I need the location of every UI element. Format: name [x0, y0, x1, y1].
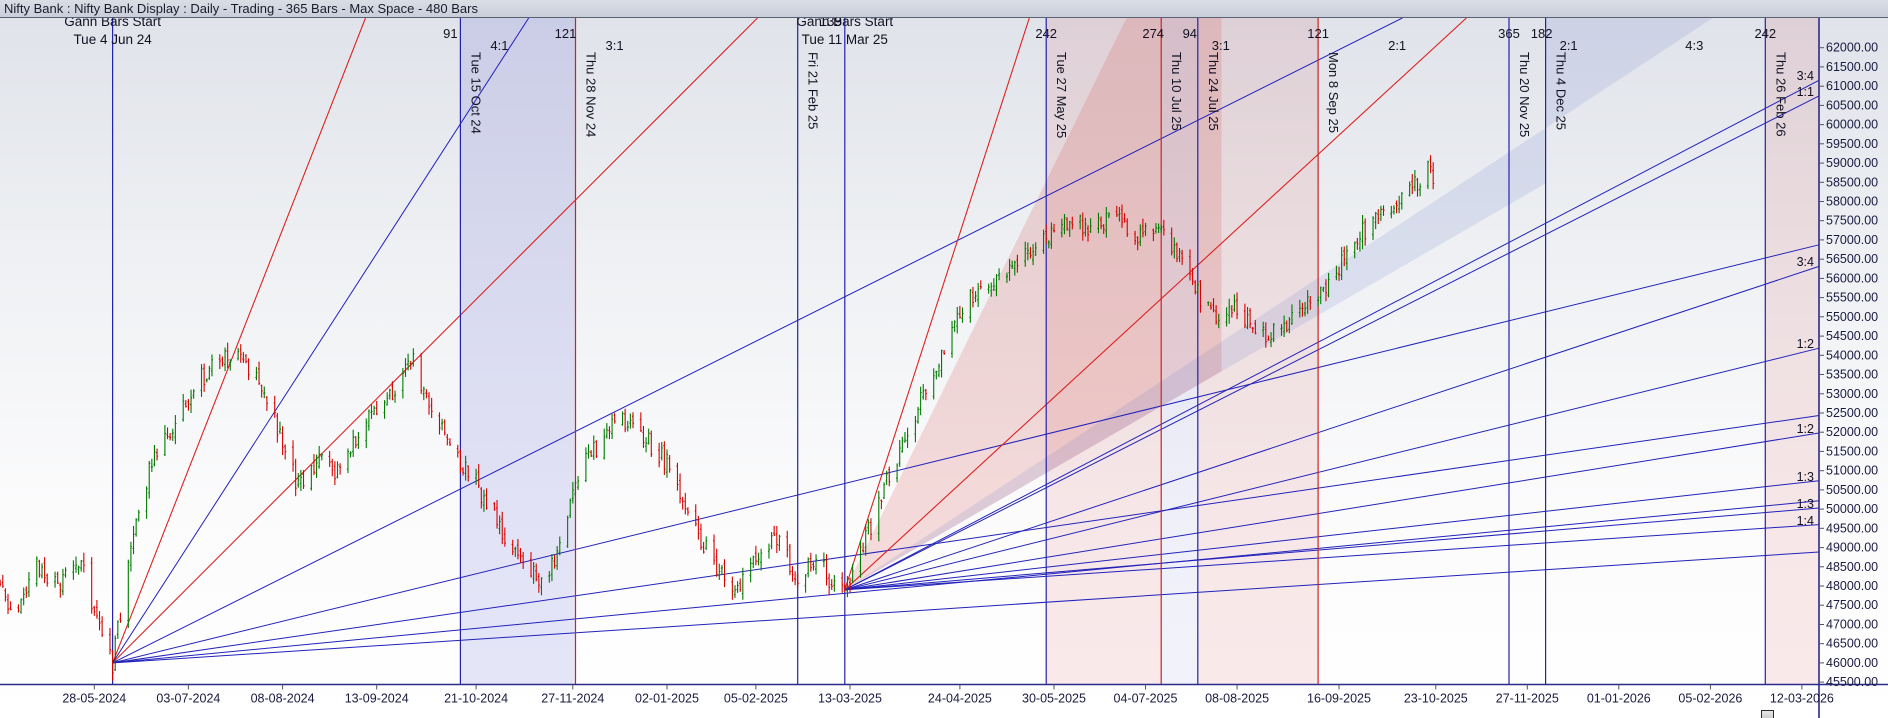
- svg-text:53500.00: 53500.00: [1826, 368, 1878, 382]
- svg-text:Thu 24 Jul 25: Thu 24 Jul 25: [1206, 52, 1221, 131]
- svg-text:52500.00: 52500.00: [1826, 406, 1878, 420]
- svg-text:49000.00: 49000.00: [1826, 541, 1878, 555]
- svg-text:61500.00: 61500.00: [1826, 60, 1878, 74]
- svg-text:50500.00: 50500.00: [1826, 483, 1878, 497]
- svg-text:47500.00: 47500.00: [1826, 598, 1878, 612]
- svg-text:4:1: 4:1: [490, 38, 508, 53]
- svg-text:51000.00: 51000.00: [1826, 464, 1878, 478]
- svg-text:Thu 20 Nov 25: Thu 20 Nov 25: [1517, 52, 1532, 137]
- svg-text:12-03-2026: 12-03-2026: [1770, 692, 1834, 706]
- svg-text:Thu 26 Feb 26: Thu 26 Feb 26: [1773, 52, 1788, 137]
- svg-text:61000.00: 61000.00: [1826, 79, 1878, 93]
- svg-text:182: 182: [1531, 26, 1553, 41]
- svg-text:59000.00: 59000.00: [1826, 156, 1878, 170]
- svg-text:Tue 4 Jun 24: Tue 4 Jun 24: [73, 32, 152, 47]
- svg-text:94: 94: [1183, 26, 1197, 41]
- svg-text:1:3: 1:3: [1797, 497, 1814, 511]
- svg-text:49500.00: 49500.00: [1826, 521, 1878, 535]
- svg-text:Mon 8 Sep 25: Mon 8 Sep 25: [1326, 52, 1341, 133]
- svg-text:56500.00: 56500.00: [1826, 252, 1878, 266]
- svg-text:47000.00: 47000.00: [1826, 618, 1878, 632]
- svg-text:05-02-2025: 05-02-2025: [724, 692, 788, 706]
- svg-text:45500.00: 45500.00: [1826, 675, 1878, 689]
- svg-text:08-08-2025: 08-08-2025: [1205, 692, 1269, 706]
- svg-text:Thu 28 Nov 24: Thu 28 Nov 24: [584, 52, 599, 137]
- svg-text:242: 242: [1035, 26, 1057, 41]
- svg-text:Tue 27 May 25: Tue 27 May 25: [1054, 52, 1069, 138]
- svg-text:60000.00: 60000.00: [1826, 118, 1878, 132]
- svg-text:121: 121: [1307, 26, 1329, 41]
- svg-text:242: 242: [1754, 26, 1776, 41]
- svg-text:58000.00: 58000.00: [1826, 195, 1878, 209]
- svg-text:59500.00: 59500.00: [1826, 137, 1878, 151]
- svg-text:1:1: 1:1: [1797, 85, 1814, 99]
- svg-text:121: 121: [555, 26, 577, 41]
- svg-text:Thu 10 Jul 25: Thu 10 Jul 25: [1169, 52, 1184, 131]
- svg-text:27-11-2025: 27-11-2025: [1496, 692, 1559, 706]
- svg-text:Thu 4 Dec 25: Thu 4 Dec 25: [1554, 52, 1569, 130]
- svg-text:2:1: 2:1: [1388, 38, 1406, 53]
- svg-text:Gann Bars Start: Gann Bars Start: [796, 18, 893, 29]
- svg-text:05-02-2026: 05-02-2026: [1678, 692, 1742, 706]
- svg-text:60500.00: 60500.00: [1826, 98, 1878, 112]
- svg-text:27-11-2024: 27-11-2024: [541, 692, 604, 706]
- svg-text:02-01-2025: 02-01-2025: [635, 692, 699, 706]
- svg-text:48500.00: 48500.00: [1826, 560, 1878, 574]
- svg-text:1:2: 1:2: [1797, 422, 1814, 436]
- svg-text:13-09-2024: 13-09-2024: [345, 692, 409, 706]
- svg-text:62000.00: 62000.00: [1826, 41, 1878, 55]
- svg-text:1:2: 1:2: [1797, 337, 1814, 351]
- svg-text:139: 139: [820, 18, 843, 29]
- svg-text:91: 91: [443, 26, 457, 41]
- svg-text:24-04-2025: 24-04-2025: [928, 692, 992, 706]
- svg-text:21-10-2024: 21-10-2024: [444, 692, 508, 706]
- svg-text:50000.00: 50000.00: [1826, 502, 1878, 516]
- svg-text:2:1: 2:1: [1560, 38, 1578, 53]
- svg-text:16-09-2025: 16-09-2025: [1307, 692, 1371, 706]
- svg-text:3:1: 3:1: [606, 38, 624, 53]
- svg-text:54000.00: 54000.00: [1826, 348, 1878, 362]
- svg-text:Fri 21 Feb 25: Fri 21 Feb 25: [806, 52, 821, 129]
- svg-text:01-01-2026: 01-01-2026: [1587, 692, 1651, 706]
- svg-text:28-05-2024: 28-05-2024: [62, 692, 126, 706]
- svg-text:48000.00: 48000.00: [1826, 579, 1878, 593]
- svg-text:Tue 15 Oct 24: Tue 15 Oct 24: [468, 52, 483, 134]
- svg-text:46000.00: 46000.00: [1826, 656, 1878, 670]
- svg-text:1:3: 1:3: [1797, 470, 1814, 484]
- svg-text:54500.00: 54500.00: [1826, 329, 1878, 343]
- svg-text:52000.00: 52000.00: [1826, 425, 1878, 439]
- svg-text:55500.00: 55500.00: [1826, 291, 1878, 305]
- svg-text:51500.00: 51500.00: [1826, 444, 1878, 458]
- svg-text:53000.00: 53000.00: [1826, 387, 1878, 401]
- svg-text:56000.00: 56000.00: [1826, 271, 1878, 285]
- svg-text:4:3: 4:3: [1685, 38, 1703, 53]
- svg-text:3:4: 3:4: [1797, 69, 1814, 83]
- svg-text:03-07-2024: 03-07-2024: [156, 692, 220, 706]
- svg-text:3:1: 3:1: [1212, 38, 1230, 53]
- svg-text:58500.00: 58500.00: [1826, 175, 1878, 189]
- svg-text:30-05-2025: 30-05-2025: [1022, 692, 1086, 706]
- svg-text:55000.00: 55000.00: [1826, 310, 1878, 324]
- svg-text:Tue 11 Mar 25: Tue 11 Mar 25: [802, 32, 888, 47]
- svg-text:274: 274: [1142, 26, 1164, 41]
- svg-text:Gann Bars Start: Gann Bars Start: [64, 18, 161, 29]
- svg-text:3:4: 3:4: [1797, 255, 1814, 269]
- svg-text:23-10-2025: 23-10-2025: [1404, 692, 1468, 706]
- svg-text:08-08-2024: 08-08-2024: [251, 692, 315, 706]
- svg-text:13-03-2025: 13-03-2025: [818, 692, 882, 706]
- svg-text:1:4: 1:4: [1797, 514, 1814, 528]
- svg-text:57500.00: 57500.00: [1826, 214, 1878, 228]
- svg-text:57000.00: 57000.00: [1826, 233, 1878, 247]
- svg-text:365: 365: [1498, 26, 1520, 41]
- svg-text:04-07-2025: 04-07-2025: [1114, 692, 1178, 706]
- svg-text:46500.00: 46500.00: [1826, 637, 1878, 651]
